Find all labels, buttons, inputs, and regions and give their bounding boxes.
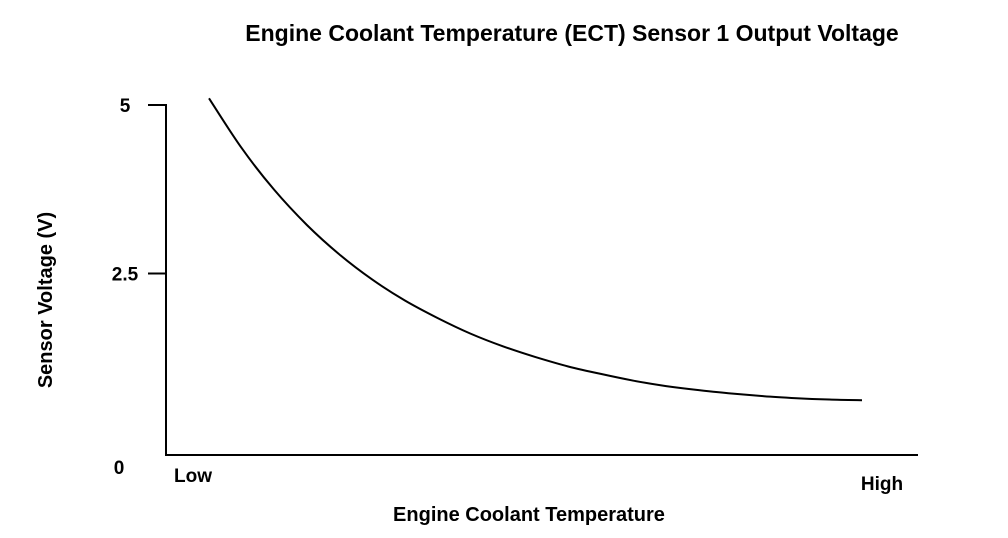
y-origin-label: 0 bbox=[114, 458, 125, 479]
x-tick-label-low: Low bbox=[174, 466, 212, 487]
y-tick-label: 2.5 bbox=[112, 265, 139, 286]
x-axis-label: Engine Coolant Temperature bbox=[393, 504, 665, 526]
y-axis-label: Sensor Voltage (V) bbox=[35, 212, 57, 388]
series-line bbox=[208, 97, 863, 402]
x-tick-label-high: High bbox=[861, 474, 903, 495]
chart-title: Engine Coolant Temperature (ECT) Sensor … bbox=[245, 20, 898, 46]
y-ticks: 52.5 bbox=[112, 96, 166, 286]
y-tick-label: 5 bbox=[120, 96, 131, 117]
